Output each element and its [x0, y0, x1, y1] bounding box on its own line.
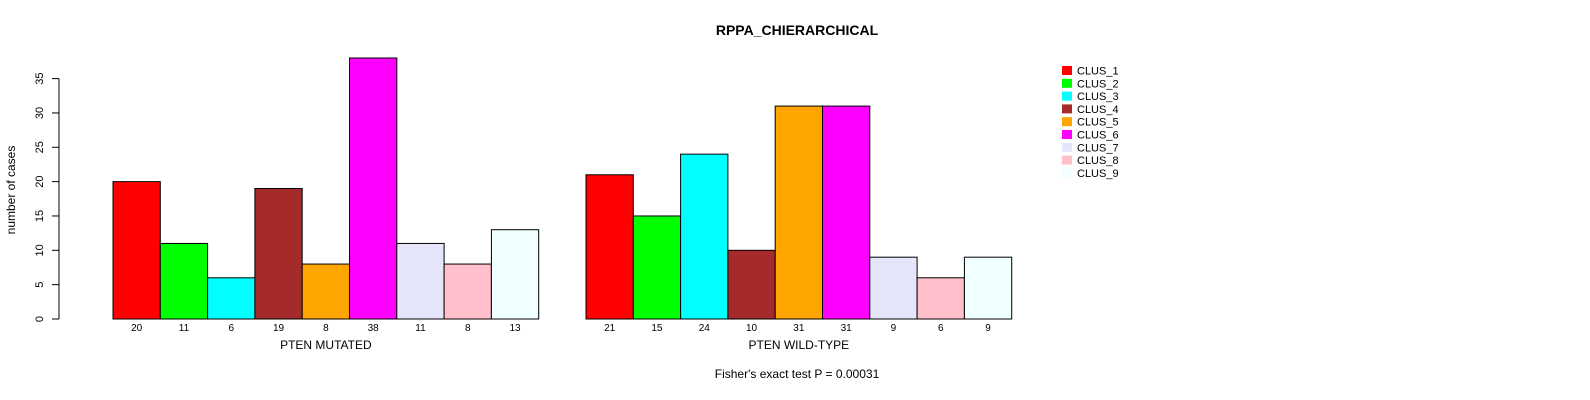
bar-clus-3 [207, 277, 256, 320]
y-tick-label: 5 [34, 282, 46, 288]
legend-label: CLUS_1 [1077, 66, 1119, 78]
bar-clus-1 [112, 181, 161, 320]
group-label: PTEN MUTATED [280, 338, 372, 352]
legend-swatch [1062, 168, 1072, 178]
y-tick-label: 35 [34, 72, 46, 84]
bar-clus-7 [396, 242, 445, 320]
bar-value-label: 19 [273, 323, 285, 334]
bar-clus-5 [774, 105, 824, 320]
bar-value-label: 9 [985, 323, 991, 334]
bar-value-label: 10 [746, 323, 758, 334]
legend-label: CLUS_2 [1077, 78, 1119, 90]
bar-clus-5 [301, 263, 351, 320]
legend-label: CLUS_5 [1077, 117, 1119, 129]
bar-value-label: 13 [509, 323, 521, 334]
bar-value-label: 11 [415, 323, 426, 334]
legend-swatch [1062, 142, 1072, 152]
bar-value-label: 31 [793, 323, 805, 334]
bar-clus-6 [822, 105, 871, 320]
bar-value-label: 20 [131, 323, 143, 334]
bar-clus-7 [869, 256, 918, 320]
fisher-test-footnote: Fisher's exact test P = 0.00031 [715, 367, 880, 381]
legend-swatch [1062, 117, 1072, 127]
bar-value-label: 24 [699, 323, 711, 334]
bar-clus-9 [963, 256, 1013, 320]
legend-swatch [1062, 91, 1072, 101]
legend-label: CLUS_7 [1077, 142, 1119, 154]
y-tick-label: 25 [34, 141, 46, 153]
bar-value-label: 21 [604, 323, 616, 334]
legend-swatch [1062, 66, 1072, 75]
legend-label: CLUS_4 [1077, 104, 1119, 116]
legend: CLUS_1CLUS_2CLUS_3CLUS_4CLUS_5CLUS_6CLUS… [1062, 66, 1119, 180]
bar-clus-2 [632, 215, 682, 320]
bar-clus-4 [727, 249, 776, 320]
y-axis: 0 5 10 15 20 25 30 35 [34, 72, 60, 322]
bar-value-label: 15 [651, 323, 663, 334]
bar-value-label: 8 [465, 323, 471, 334]
legend-label: CLUS_3 [1077, 91, 1119, 103]
legend-label: CLUS_8 [1077, 155, 1119, 167]
bar-value-label: 31 [841, 323, 853, 334]
bar-clus-9 [490, 229, 540, 320]
bar-value-label: 11 [179, 323, 190, 334]
bar-value-label: 9 [891, 323, 897, 334]
bar-value-label: 6 [228, 323, 234, 334]
bar-value-label: 38 [368, 323, 380, 334]
group-label: PTEN WILD-TYPE [749, 338, 850, 352]
bar-clus-1 [585, 174, 634, 320]
legend-swatch [1062, 78, 1072, 88]
legend-swatch [1062, 155, 1072, 165]
bar-clus-4 [254, 188, 303, 320]
y-axis-label: number of cases [4, 146, 18, 235]
y-tick-label: 20 [34, 176, 46, 188]
y-tick-label: 30 [34, 107, 46, 119]
y-tick-label: 10 [34, 244, 46, 256]
bar-clus-2 [159, 242, 209, 320]
legend-swatch [1062, 130, 1072, 139]
y-tick-label: 0 [34, 316, 46, 322]
y-tick-label: 15 [34, 210, 46, 222]
bar-clus-3 [680, 153, 729, 320]
group-labels: PTEN MUTATED PTEN WILD-TYPE [280, 338, 849, 352]
legend-label: CLUS_6 [1077, 130, 1119, 142]
chart-title: RPPA_CHIERARCHICAL [716, 22, 879, 38]
bar-clus-8 [916, 277, 965, 320]
bar-clus-8 [443, 263, 492, 320]
bar-value-label: 6 [938, 323, 944, 334]
legend-swatch [1062, 104, 1072, 114]
bars: 20 11 6 19 8 38 11 8 13 21 15 24 10 31 31 9 6 9 [112, 57, 1013, 334]
bar-value-label: 8 [323, 323, 329, 334]
bar-clus-6 [349, 57, 398, 320]
legend-label: CLUS_9 [1077, 168, 1119, 180]
